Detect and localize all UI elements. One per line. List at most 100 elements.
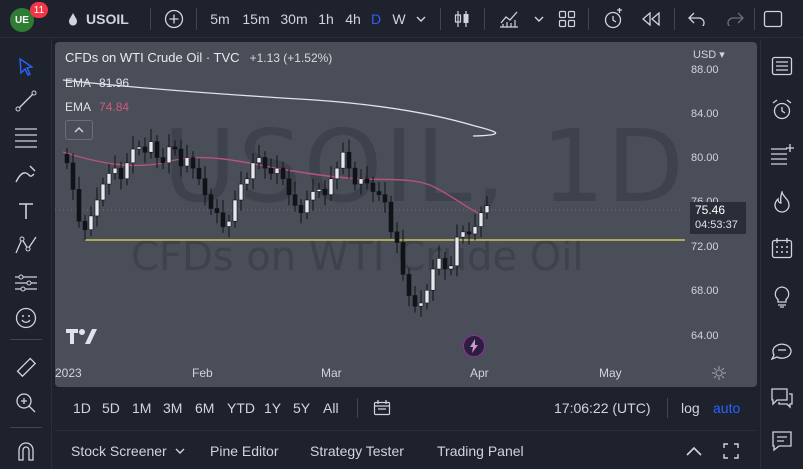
- zoom-in-icon[interactable]: [12, 389, 40, 417]
- alert-clock-icon[interactable]: [600, 0, 626, 38]
- period-1m[interactable]: 1M: [132, 400, 152, 416]
- fib-retracement-icon[interactable]: [12, 123, 40, 151]
- legend-title[interactable]: CFDs on WTI Crude Oil · TVC: [65, 50, 240, 65]
- interval-w[interactable]: W: [392, 11, 406, 27]
- candle-body: [286, 178, 292, 195]
- watchlist-icon[interactable]: [767, 51, 797, 81]
- candle-body: [430, 268, 436, 291]
- notifications-chat-icon[interactable]: [767, 426, 797, 456]
- period-3m[interactable]: 3M: [163, 400, 183, 416]
- interval-15m[interactable]: 15m: [242, 11, 270, 27]
- candle-body: [214, 208, 220, 214]
- candle-body: [322, 189, 328, 195]
- period-6m[interactable]: 6M: [195, 400, 215, 416]
- candle-body: [406, 274, 412, 296]
- alarm-clock-icon[interactable]: [767, 95, 797, 125]
- candle-body: [196, 167, 202, 180]
- fullscreen-window-icon[interactable]: [762, 0, 784, 38]
- ideas-lightbulb-icon[interactable]: [767, 282, 797, 312]
- candle-body: [94, 199, 100, 217]
- top-toolbar: UE 11 USOIL 5m 15m 30m 1h 4h D W: [0, 0, 803, 38]
- interval-d[interactable]: D: [370, 11, 382, 27]
- pattern-icon[interactable]: [12, 231, 40, 259]
- screener-chevron-icon[interactable]: [175, 431, 185, 469]
- magnet-icon[interactable]: [12, 437, 40, 465]
- trading-panel-tab[interactable]: Trading Panel: [437, 442, 524, 459]
- trend-line-icon[interactable]: [12, 87, 40, 115]
- symbol-search[interactable]: USOIL: [86, 11, 129, 27]
- indicators-icon[interactable]: [496, 0, 522, 38]
- candle-body: [448, 265, 454, 270]
- strategy-tester-tab[interactable]: Strategy Tester: [310, 442, 404, 459]
- chart-pane[interactable]: USOIL, 1D CFDs on WTI Crude Oil CFDs on …: [55, 42, 757, 387]
- period-5d[interactable]: 5D: [102, 400, 120, 416]
- auto-scale-toggle[interactable]: auto: [713, 400, 741, 416]
- ema-legend-2[interactable]: EMA 74.84: [65, 100, 129, 114]
- lightning-icon[interactable]: [463, 335, 485, 357]
- chats-icon[interactable]: [767, 383, 797, 413]
- candle-body: [328, 178, 334, 195]
- interval-5m[interactable]: 5m: [210, 11, 230, 27]
- y-tick: 64.00: [691, 330, 719, 342]
- watermark-symbol: USOIL, 1D: [163, 108, 686, 225]
- hotlists-fire-icon[interactable]: [767, 187, 797, 217]
- period-all[interactable]: All: [323, 400, 339, 416]
- legend-collapse-button[interactable]: [65, 120, 93, 140]
- x-tick: Mar: [321, 366, 342, 380]
- interval-1h[interactable]: 1h: [318, 11, 334, 27]
- brush-icon[interactable]: [12, 161, 40, 189]
- cursor-icon[interactable]: [12, 53, 40, 81]
- log-scale-toggle[interactable]: log: [681, 400, 700, 416]
- streams-icon[interactable]: [767, 335, 797, 365]
- candle-body: [190, 157, 196, 169]
- ema-legend-1[interactable]: EMA 81.96: [65, 76, 129, 90]
- compare-add-icon[interactable]: [162, 0, 186, 38]
- stock-screener-tab[interactable]: Stock Screener: [71, 442, 167, 459]
- pine-editor-tab[interactable]: Pine Editor: [210, 442, 279, 459]
- period-1d[interactable]: 1D: [73, 400, 91, 416]
- candle-body: [424, 289, 430, 304]
- candle-body: [316, 189, 322, 192]
- candle-body: [370, 182, 376, 192]
- undo-icon[interactable]: [686, 0, 708, 38]
- candle-body: [202, 178, 208, 195]
- period-1y[interactable]: 1Y: [264, 400, 282, 416]
- layout-grid-icon[interactable]: [556, 0, 578, 38]
- interval-4h[interactable]: 4h: [345, 11, 361, 27]
- maximize-panel-icon[interactable]: [723, 431, 739, 469]
- candle-body: [340, 151, 346, 169]
- x-tick: May: [599, 366, 622, 380]
- interval-30m[interactable]: 30m: [280, 11, 308, 27]
- candle-body: [394, 231, 400, 243]
- calendar-icon[interactable]: [767, 233, 797, 263]
- panel-expand-chevron-icon[interactable]: [686, 431, 702, 469]
- replay-icon[interactable]: [638, 0, 664, 38]
- prediction-tools-icon[interactable]: [12, 269, 40, 297]
- interval-dropdown-chevron-icon[interactable]: [414, 0, 428, 38]
- right-sidebar: [760, 39, 803, 469]
- candle-body: [226, 220, 232, 227]
- object-tree-icon[interactable]: [767, 139, 797, 169]
- redo-icon[interactable]: [724, 0, 746, 38]
- ruler-icon[interactable]: [12, 353, 40, 381]
- candle-body: [466, 231, 472, 235]
- tradingview-logo-icon[interactable]: [65, 327, 99, 350]
- ema-value: 74.84: [99, 100, 130, 114]
- candle-body: [382, 194, 388, 203]
- candle-body: [310, 191, 316, 201]
- candle-body: [112, 167, 118, 174]
- text-tool-icon[interactable]: [12, 197, 40, 225]
- indicators-dropdown-chevron-icon[interactable]: [532, 0, 546, 38]
- settings-gear-icon[interactable]: [711, 365, 727, 386]
- goto-date-icon[interactable]: [373, 390, 391, 426]
- period-5y[interactable]: 5Y: [293, 400, 311, 416]
- candle-style-icon[interactable]: [450, 0, 474, 38]
- candle-body: [418, 302, 424, 307]
- smiley-icon[interactable]: [12, 304, 40, 332]
- clock-time[interactable]: 17:06:22 (UTC): [554, 400, 651, 416]
- currency-selector[interactable]: USD ▾: [693, 49, 725, 61]
- y-tick: 68.00: [691, 285, 719, 297]
- candle-body: [274, 167, 280, 174]
- period-ytd[interactable]: YTD: [227, 400, 255, 416]
